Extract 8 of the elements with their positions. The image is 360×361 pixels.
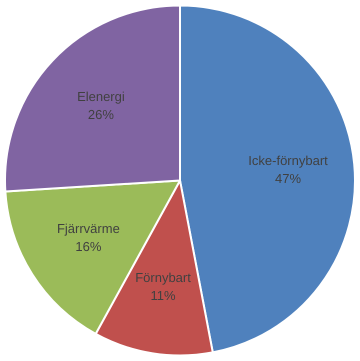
slice-label: Fjärrvärme [56, 221, 120, 236]
slice-label: Förnybart [135, 270, 192, 286]
data-label: 11% [150, 288, 176, 304]
slice-label: Elenergi [77, 88, 125, 104]
slice-label: Icke-förnybart [248, 152, 328, 168]
data-label: 16% [75, 239, 102, 254]
data-label: 47% [275, 170, 302, 186]
data-label: 26% [88, 106, 114, 122]
